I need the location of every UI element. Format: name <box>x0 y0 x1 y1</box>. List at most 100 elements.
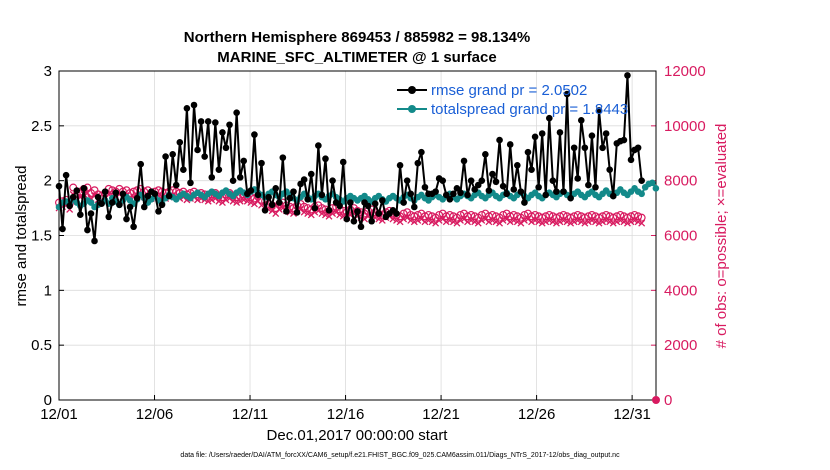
obs-evaluated-point <box>513 218 521 226</box>
obs-evaluated-point <box>620 218 628 226</box>
obs-evaluated-point <box>552 219 560 227</box>
y-right-tick-label: 12000 <box>664 63 706 80</box>
rmse-point <box>599 144 606 152</box>
obs-evaluated-stroke <box>609 219 617 227</box>
obs-evaluated-point <box>471 218 479 226</box>
obs-evaluated-stroke <box>638 219 646 227</box>
obs-evaluated-point <box>425 216 432 224</box>
rmse-point <box>304 196 312 203</box>
rmse-point <box>410 203 418 211</box>
obs-evaluated-stroke <box>613 218 621 226</box>
obs-possible-point <box>587 210 596 219</box>
obs-evaluated-stroke <box>616 216 624 224</box>
obs-evaluated-point <box>506 218 514 226</box>
obs-evaluated-stroke <box>243 197 251 205</box>
obs-evaluated-stroke <box>485 218 493 226</box>
rmse-point <box>158 201 166 209</box>
rmse-point <box>574 175 582 182</box>
rmse-point <box>350 217 358 225</box>
rmse-point <box>87 210 95 217</box>
rmse-point <box>283 208 290 215</box>
x-tick-label: 12/01 <box>40 406 78 423</box>
obs-evaluated-stroke <box>560 216 567 224</box>
obs-evaluated-stroke <box>538 219 546 227</box>
obs-evaluated-point <box>446 216 454 224</box>
rmse-point <box>180 166 187 173</box>
obs-evaluated-point <box>542 218 550 226</box>
y-right-axis-label: # of obs: o=possible; ×=evaluated <box>713 124 730 349</box>
rmse-point <box>364 202 372 210</box>
obs-evaluated-point <box>577 218 585 226</box>
obs-evaluated-point <box>449 218 457 226</box>
rmse-point <box>588 132 596 139</box>
rmse-point <box>606 166 613 173</box>
obs-evaluated-point <box>584 218 592 226</box>
rmse-point <box>563 90 571 98</box>
obs-evaluated-point <box>428 218 436 226</box>
obs-evaluated-stroke <box>478 216 486 224</box>
rmse-point <box>464 191 471 199</box>
x-tick-labels: 12/01 12/06 12/11 12/16 12/21 12/26 12/31 <box>40 406 651 423</box>
obs-evaluated-stroke <box>627 218 635 226</box>
obs-evaluated-stroke <box>204 197 212 205</box>
rmse-point <box>421 183 429 191</box>
rmse-point <box>165 192 173 200</box>
rmse-point <box>155 208 162 215</box>
totalspread-point <box>87 199 95 206</box>
obs-evaluated-point <box>464 218 472 226</box>
obs-evaluated-stroke <box>410 218 418 226</box>
obs-evaluated-stroke <box>247 199 255 207</box>
rmse-point <box>187 179 194 187</box>
obs-evaluated-stroke <box>314 207 322 215</box>
obs-evaluated-stroke <box>524 215 532 223</box>
obs-evaluated-stroke <box>229 197 237 205</box>
rmse-point <box>450 190 457 198</box>
y-tick-labels: 0 0.5 1 1.5 2 2.5 3 <box>31 63 52 409</box>
rmse-point <box>311 204 319 212</box>
chart-subtitle: MARINE_SFC_ALTIMETER @ 1 surface <box>217 49 496 66</box>
obs-evaluated-point <box>336 211 344 219</box>
rmse-point <box>279 154 287 161</box>
obs-evaluated-stroke <box>332 208 340 216</box>
totalspread-point <box>638 190 645 198</box>
x-tick-label: 12/26 <box>518 406 556 423</box>
obs-evaluated-point <box>560 216 567 224</box>
obs-evaluated-point <box>243 197 251 205</box>
obs-evaluated-stroke <box>549 218 557 226</box>
obs-evaluated-point <box>421 218 429 226</box>
obs-evaluated-stroke <box>513 218 521 226</box>
obs-evaluated-stroke <box>222 196 230 204</box>
rmse-point <box>553 188 560 195</box>
rmse-point <box>446 196 454 203</box>
rmse-point <box>62 171 70 179</box>
rmse-point <box>567 194 574 202</box>
obs-evaluated-stroke <box>268 207 276 215</box>
obs-evaluated-stroke <box>215 197 223 205</box>
rmse-point <box>307 170 315 178</box>
obs-evaluated-point <box>414 216 422 224</box>
rmse-point <box>275 199 283 206</box>
y-tick-label: 1.5 <box>31 228 52 245</box>
obs-possible-point <box>154 186 163 195</box>
obs-evaluated-point <box>318 210 326 218</box>
obs-evaluated-stroke <box>279 204 287 212</box>
obs-evaluated-point <box>528 218 535 226</box>
rmse-point <box>151 190 159 198</box>
obs-evaluated-point <box>574 216 582 224</box>
obs-evaluated-point <box>375 215 383 223</box>
y-tick-label: 0 <box>44 392 52 409</box>
rmse-point <box>592 183 599 191</box>
rmse-point <box>130 223 137 231</box>
obs-possible-point <box>623 213 632 222</box>
rmse-point <box>80 185 88 192</box>
rmse-point <box>59 225 66 233</box>
obs-evaluated-stroke <box>339 212 347 220</box>
rmse-point <box>528 166 535 173</box>
obs-evaluated-point <box>616 216 624 224</box>
rmse-point <box>66 202 73 210</box>
rmse-point <box>204 118 212 125</box>
rmse-point <box>272 185 280 192</box>
totalspread-point <box>652 185 660 192</box>
chart-title: Northern Hemisphere 869453 / 885982 = 98… <box>184 29 530 46</box>
obs-evaluated-point <box>638 219 646 227</box>
